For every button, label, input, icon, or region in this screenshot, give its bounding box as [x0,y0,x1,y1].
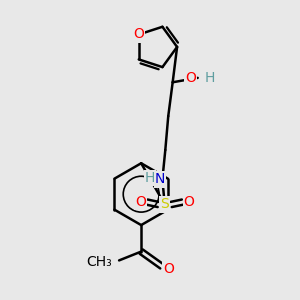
Text: O: O [184,195,195,209]
Text: H: H [205,71,215,85]
Text: S: S [160,197,169,212]
Text: O: O [163,262,174,276]
Text: CH₃: CH₃ [86,255,112,269]
Text: O: O [133,28,144,41]
Text: O: O [135,195,146,209]
Text: O: O [185,71,196,85]
Text: H: H [145,171,155,185]
Text: N: N [155,172,165,186]
